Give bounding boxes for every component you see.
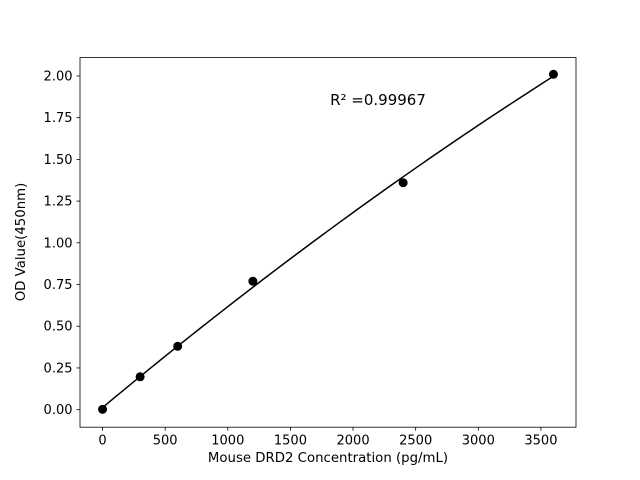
data-point: [98, 404, 108, 414]
plot-area: 0 500 1000 1500 2000 2500 3000 3500 0.00 0.25 0.50…: [44, 57, 577, 449]
data-point: [135, 372, 145, 382]
y-tick-label: 1.50: [44, 153, 73, 168]
x-tick-label: 1000: [211, 434, 244, 449]
y-tick-label: 0.50: [44, 320, 73, 335]
y-tick-label: 1.00: [44, 236, 73, 251]
y-tick-label: 0.25: [44, 361, 73, 376]
y-axis-label: OD Value(450nm): [14, 183, 29, 302]
data-point: [173, 341, 183, 351]
x-tick-label: 3000: [462, 434, 495, 449]
data-point: [398, 178, 408, 188]
y-tick-label: 1.25: [44, 195, 73, 210]
fit-curve: [102, 75, 554, 409]
x-tick-label: 3500: [524, 434, 557, 449]
y-tick-label: 2.00: [44, 69, 73, 84]
y-tick-label: 0.75: [44, 278, 73, 293]
x-tick-label: 2000: [337, 434, 370, 449]
data-point: [548, 69, 558, 79]
y-tick-label: 1.75: [44, 111, 73, 126]
x-tick-label: 1500: [274, 434, 307, 449]
y-tick-label: 0.00: [44, 403, 73, 418]
r-squared-annotation: R² =0.99967: [330, 91, 426, 109]
x-axis-label: Mouse DRD2 Concentration (pg/mL): [208, 451, 448, 466]
data-point: [248, 276, 258, 286]
x-tick-label: 500: [153, 434, 178, 449]
x-tick-label: 0: [98, 434, 106, 449]
axes-box: [79, 57, 577, 428]
x-tick-label: 2500: [399, 434, 432, 449]
